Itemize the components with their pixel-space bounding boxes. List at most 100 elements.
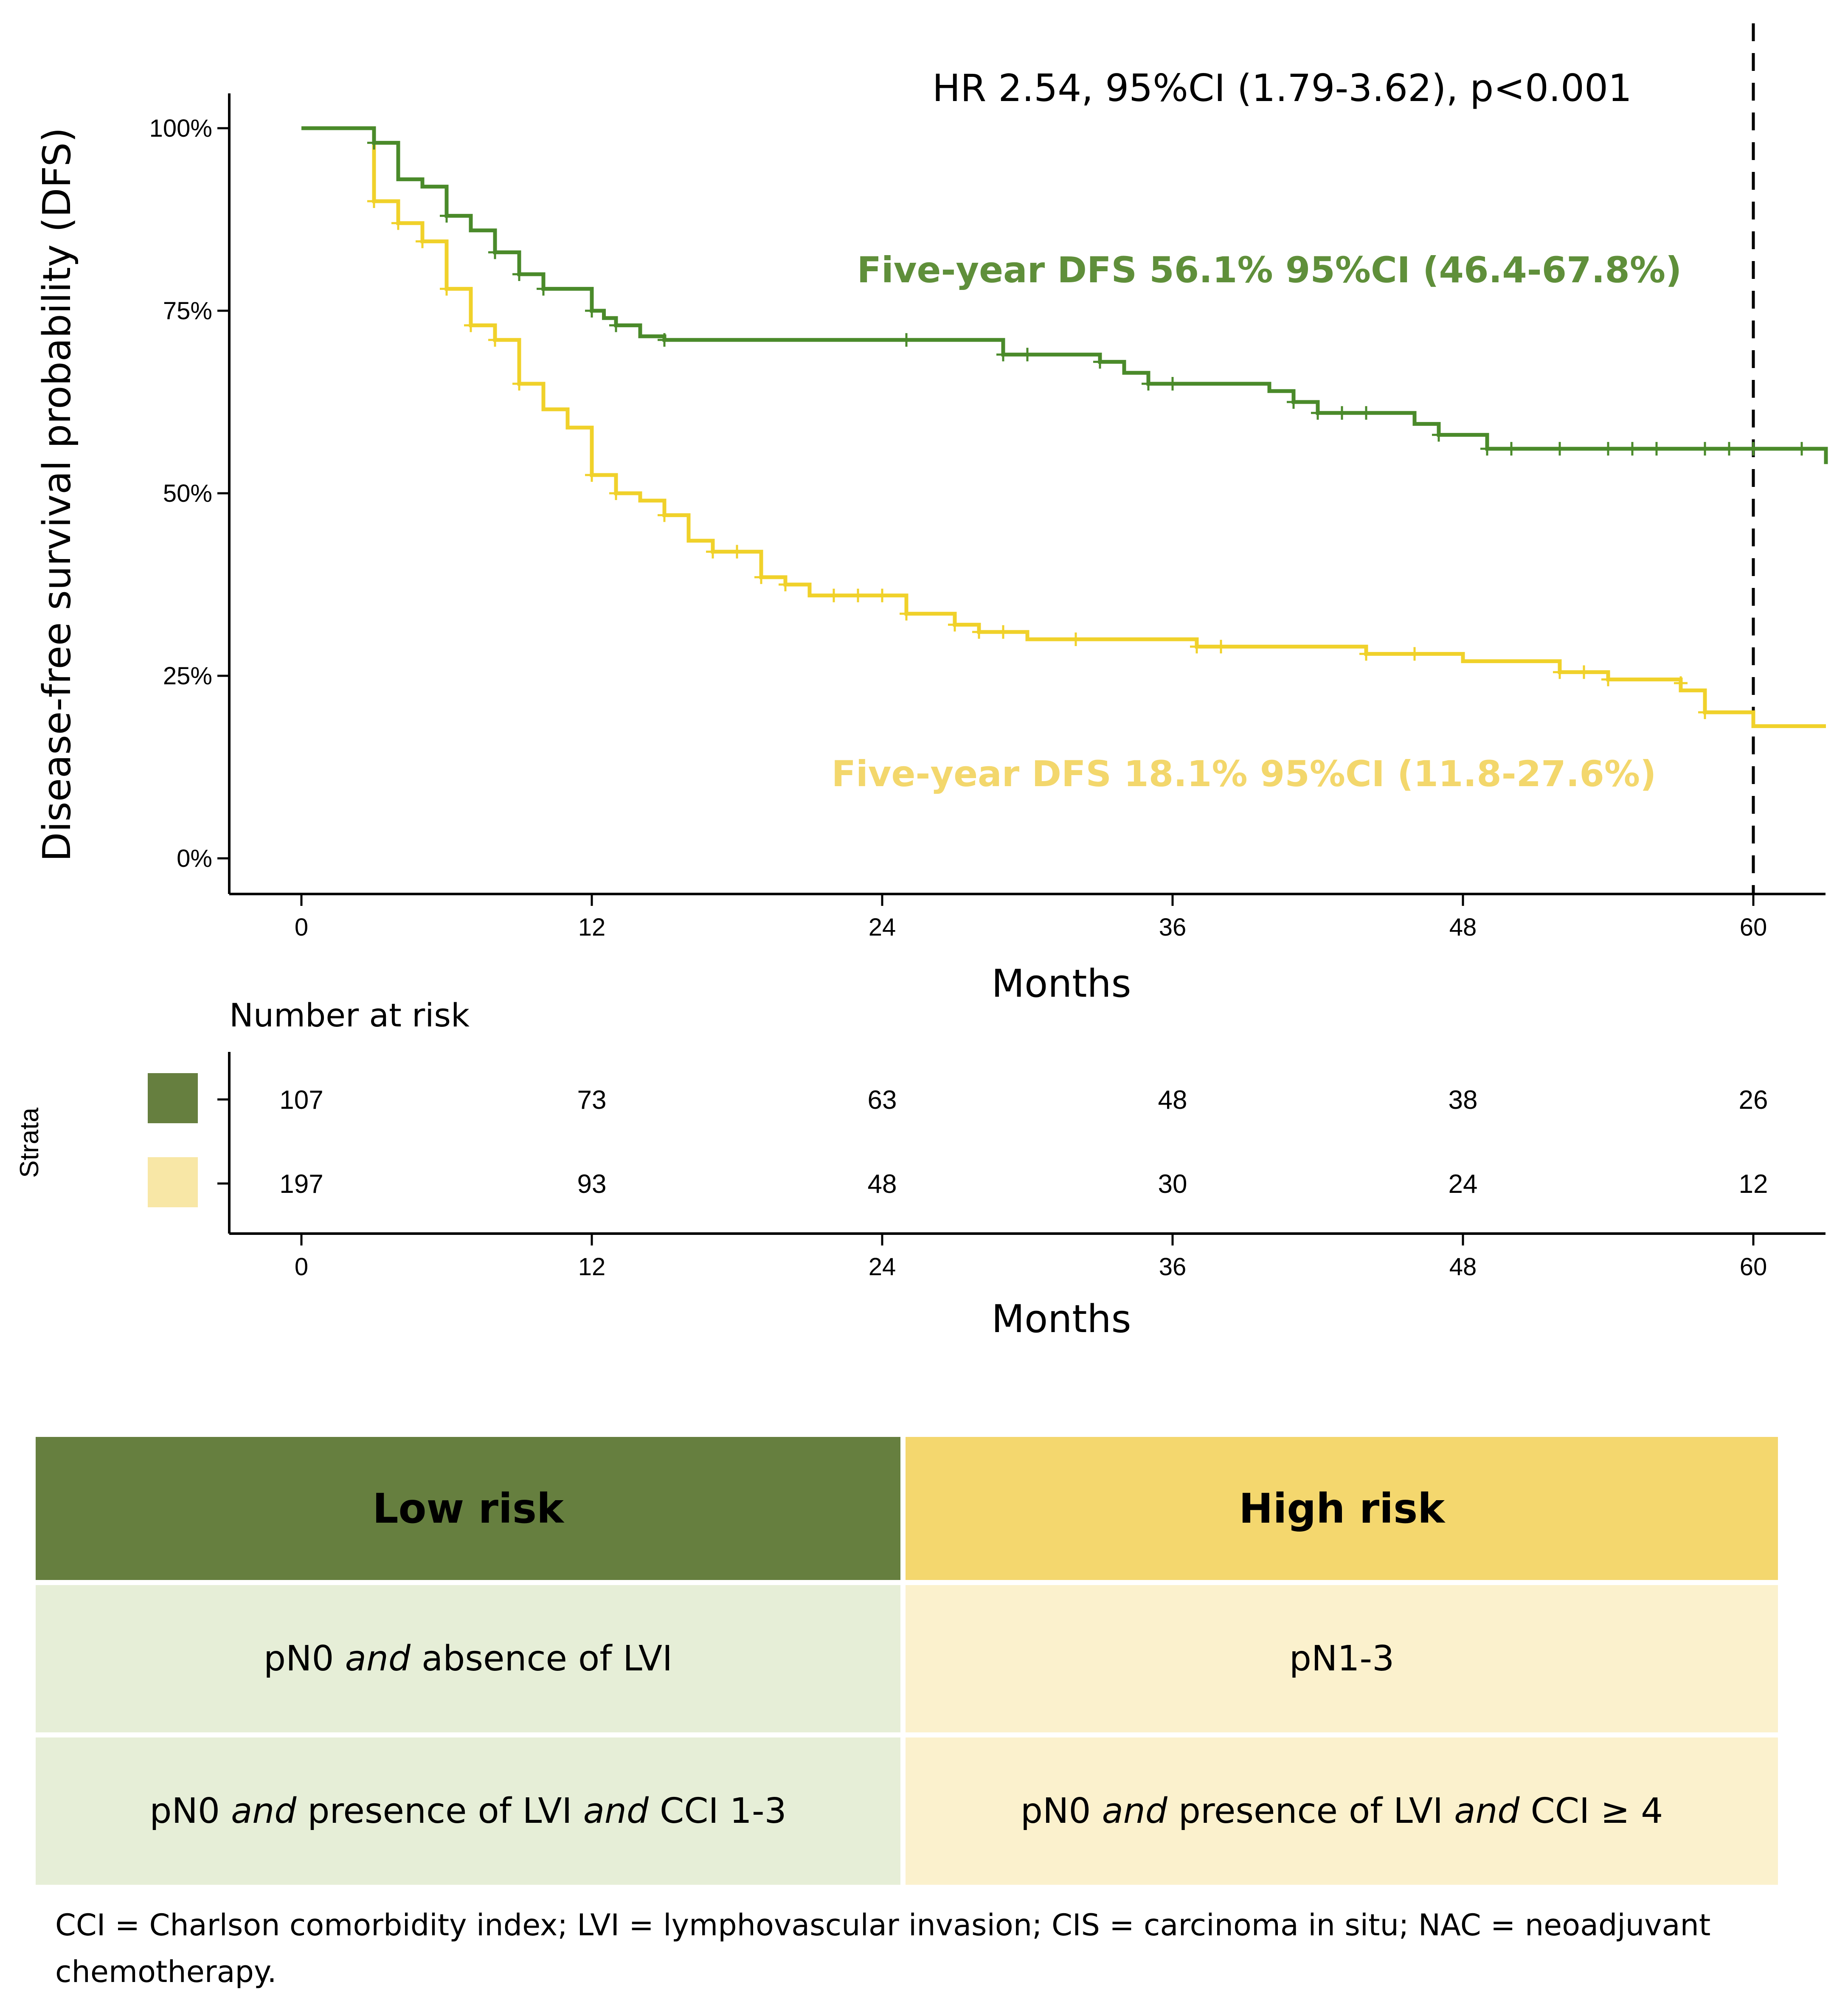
number-at-risk-title: Number at risk	[229, 996, 470, 1034]
risk-group-table: Low risk High risk pN0 and absence of LV…	[31, 1437, 1783, 1885]
high-risk-censor-mark	[827, 588, 841, 602]
low-risk-censor-mark	[1287, 395, 1300, 409]
x-tick-label: 60	[1740, 914, 1767, 941]
low-risk-censor-mark	[996, 348, 1010, 362]
low-risk-censor-mark	[1166, 377, 1179, 391]
y-tick-label: 25%	[163, 662, 212, 690]
at-risk-count: 30	[1158, 1169, 1187, 1199]
km-plot: 0% 25% 50% 75% 100% 0 12 24 36 48 60 HR 2.54, 95%CI…	[35, 23, 1828, 1006]
low-risk-criterion-2: pN0 and presence of LVI and CCI 1-3	[36, 1737, 901, 1885]
high-risk-censor-mark	[440, 282, 453, 296]
x-axis-title: Months	[992, 961, 1131, 1006]
footnote: CCI = Charlson comorbidity index; LVI = …	[55, 1908, 1711, 1989]
low-risk-censor-mark	[900, 333, 913, 347]
high-risk-censor-mark	[875, 588, 889, 602]
low-risk-criterion-1: pN0 and absence of LVI	[36, 1585, 901, 1732]
y-tick-label: 50%	[163, 480, 212, 507]
y-tick-label: 0%	[177, 845, 212, 872]
low-risk-survival-curve	[301, 126, 1828, 464]
high-risk-censor-mark	[730, 545, 744, 559]
low-risk-censor-mark	[1650, 442, 1663, 456]
y-tick-label: 100%	[149, 115, 212, 142]
low-risk-censor-mark	[1601, 442, 1615, 456]
risk-x-axis-title: Months	[992, 1297, 1131, 1341]
risk-x-tick-label: 48	[1449, 1253, 1477, 1281]
high-risk-censor-mark	[1190, 640, 1204, 654]
high-risk-criterion-1: pN1-3	[906, 1585, 1778, 1732]
high-risk-censor-mark	[1553, 665, 1567, 679]
low-risk-censor-mark	[367, 136, 381, 150]
x-tick-label: 24	[869, 914, 896, 941]
risk-table-plot: Number at risk Strata 107 73 63 48 38 26 197 93 48…	[15, 996, 1825, 1341]
low-risk-censor-mark	[1480, 442, 1494, 456]
km-figure: 0% 25% 50% 75% 100% 0 12 24 36 48 60 HR 2.54, 95%CI…	[15, 23, 1828, 1341]
at-risk-count: 73	[577, 1085, 607, 1115]
high-risk-header: High risk	[906, 1437, 1778, 1580]
at-risk-count: 48	[868, 1169, 897, 1199]
low-risk-dfs-label: Five-year DFS 56.1% 95%CI (46.4-67.8%)	[857, 249, 1682, 291]
strata-swatch	[148, 1157, 198, 1207]
at-risk-count: 197	[279, 1169, 323, 1199]
high-risk-censor-mark	[1214, 640, 1228, 654]
low-risk-censor-mark	[658, 333, 671, 347]
hazard-ratio-annotation: HR 2.54, 95%CI (1.79-3.62), p<0.001	[932, 66, 1632, 110]
low-risk-censor-mark	[585, 304, 599, 318]
low-risk-censor-mark	[537, 282, 550, 296]
at-risk-count: 107	[279, 1085, 323, 1115]
low-risk-censor-mark	[1021, 348, 1034, 362]
at-risk-count: 26	[1739, 1085, 1768, 1115]
high-risk-censor-mark	[900, 607, 913, 621]
high-risk-censor-mark	[948, 618, 962, 632]
x-tick-label: 48	[1449, 914, 1477, 941]
high-risk-censor-mark	[851, 588, 865, 602]
x-tick-label: 12	[578, 914, 606, 941]
high-risk-censor-mark	[1601, 672, 1615, 686]
low-risk-censor-mark	[1142, 377, 1155, 391]
x-tick-label: 36	[1159, 914, 1187, 941]
high-risk-censor-mark	[1674, 676, 1688, 690]
high-risk-censor-mark	[706, 545, 720, 559]
high-risk-censor-mark	[658, 508, 671, 522]
low-risk-censor-mark	[440, 209, 453, 223]
at-risk-count: 93	[577, 1169, 607, 1199]
low-risk-censor-mark	[1795, 442, 1809, 456]
high-risk-censor-mark	[609, 486, 623, 500]
risk-x-tick-label: 0	[295, 1253, 308, 1281]
low-risk-censor-mark	[609, 318, 623, 332]
high-risk-censor-mark	[1359, 647, 1373, 661]
high-risk-censor-mark	[464, 318, 478, 332]
at-risk-count: 38	[1449, 1085, 1478, 1115]
low-risk-censor-mark	[1698, 442, 1712, 456]
high-risk-censor-mark	[416, 234, 429, 248]
low-risk-censor-mark	[1626, 442, 1639, 456]
high-risk-censor-mark	[754, 570, 768, 584]
at-risk-count: 48	[1158, 1085, 1187, 1115]
high-risk-censor-mark	[1577, 665, 1591, 679]
high-risk-censor-mark	[1698, 706, 1712, 719]
strata-label: Strata	[15, 1108, 44, 1178]
low-risk-censor-mark	[512, 267, 526, 281]
low-risk-censor-mark	[1747, 442, 1760, 456]
y-tick-label: 75%	[163, 297, 212, 325]
low-risk-censor-mark	[1432, 428, 1446, 442]
low-risk-censor-mark	[1722, 442, 1736, 456]
high-risk-censor-mark	[512, 377, 526, 391]
low-risk-censor-mark	[1335, 406, 1349, 420]
high-risk-dfs-label: Five-year DFS 18.1% 95%CI (11.8-27.6%)	[832, 753, 1657, 795]
high-risk-censor-mark	[488, 333, 502, 347]
high-risk-censor-mark	[779, 578, 792, 591]
low-risk-censor-mark	[1553, 442, 1567, 456]
high-risk-censor-mark	[585, 468, 599, 482]
high-risk-criterion-2: pN0 and presence of LVI and CCI ≥ 4	[906, 1737, 1778, 1885]
high-risk-censor-mark	[367, 194, 381, 208]
risk-x-tick-label: 60	[1740, 1253, 1767, 1281]
low-risk-header: Low risk	[36, 1437, 901, 1580]
low-risk-censor-mark	[1311, 406, 1325, 420]
y-axis-title: Disease-free survival probability (DFS)	[35, 127, 79, 861]
high-risk-censor-mark	[1408, 647, 1421, 661]
at-risk-count: 24	[1449, 1169, 1478, 1199]
high-risk-survival-curve	[301, 126, 1826, 728]
at-risk-count: 63	[868, 1085, 897, 1115]
high-risk-censor-mark	[972, 625, 986, 639]
low-risk-censor-mark	[488, 245, 502, 259]
